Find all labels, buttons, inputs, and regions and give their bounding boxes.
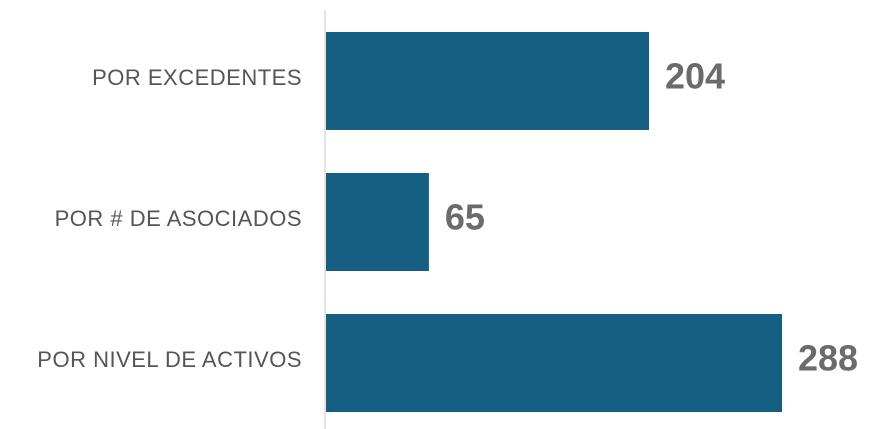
bar xyxy=(326,32,649,130)
category-label: POR NIVEL DE ACTIVOS xyxy=(37,347,302,372)
category-label: POR EXCEDENTES xyxy=(92,65,302,90)
value-label: 204 xyxy=(665,56,725,97)
bar xyxy=(326,314,782,412)
value-label: 288 xyxy=(798,338,858,379)
category-label: POR # DE ASOCIADOS xyxy=(55,206,302,231)
bar xyxy=(326,173,429,271)
value-label: 65 xyxy=(445,197,485,238)
